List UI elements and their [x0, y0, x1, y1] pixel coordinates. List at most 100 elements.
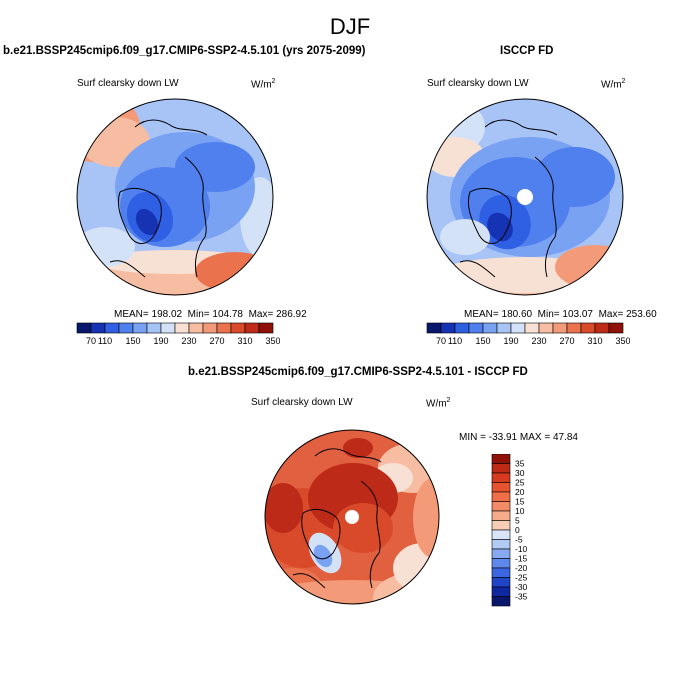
main-title: DJF — [329, 14, 371, 39]
colorbar-tick-label: -25 — [515, 573, 528, 583]
colorbar-tick-label: -20 — [515, 563, 528, 573]
colorbar-tick-label: 230 — [531, 336, 546, 346]
colorbar-box — [104, 322, 120, 334]
colorbar-tick-label: 5 — [515, 516, 520, 526]
panel1-map — [76, 98, 274, 296]
panel2-title: ISCCP FD — [500, 45, 554, 57]
panel3-coastlines — [292, 448, 382, 589]
panel1-map-border — [76, 98, 274, 296]
colorbar-tick-label: -5 — [515, 535, 523, 545]
colorbar-box — [188, 322, 204, 334]
colorbar-box — [132, 322, 148, 334]
colorbar-box — [90, 322, 106, 334]
colorbar-box — [202, 322, 218, 334]
colorbar-tick-label: 190 — [153, 336, 168, 346]
colorbar-box — [491, 463, 511, 474]
colorbar-box — [440, 322, 456, 334]
panel3-missing-pole — [345, 510, 359, 524]
colorbar-tick-label: 110 — [448, 336, 462, 346]
panel1-field — [77, 99, 273, 295]
colorbar-tick-label: 10 — [515, 506, 525, 516]
colorbar-tick-label: -35 — [515, 592, 528, 602]
colorbar-box — [491, 501, 511, 512]
colorbar-box — [146, 322, 162, 334]
colorbar-box — [468, 322, 484, 334]
colorbar-box — [524, 322, 540, 334]
panel3-units: W/m2 — [426, 397, 451, 410]
colorbar-box — [538, 322, 554, 334]
colorbar-tick-label: 310 — [237, 336, 252, 346]
colorbar-box — [258, 322, 274, 334]
colorbar-box — [552, 322, 568, 334]
colorbar-box — [496, 322, 512, 334]
colorbar-box — [491, 482, 511, 493]
colorbar-tick-label: 310 — [587, 336, 602, 346]
colorbar-tick-label: -15 — [515, 554, 528, 564]
colorbar-box — [580, 322, 596, 334]
colorbar-tick-label: 150 — [125, 336, 140, 346]
colorbar-tick-label: 70 — [436, 336, 446, 346]
panel2-variable: Surf clearsky down LW — [427, 78, 529, 89]
colorbar-box — [491, 558, 511, 569]
colorbar-tick-label: 270 — [209, 336, 224, 346]
colorbar-tick-label: 150 — [475, 336, 490, 346]
panel3-map — [264, 429, 440, 605]
colorbar-tick-label: 15 — [515, 497, 525, 507]
panel1-title: b.e21.BSSP245cmip6.f09_g17.CMIP6-SSP2-4.… — [3, 45, 366, 57]
colorbar-box — [491, 539, 511, 550]
panel2-coastlines — [459, 119, 558, 278]
panel1-stats: MEAN= 198.02 Min= 104.78 Max= 286.92 — [114, 309, 307, 320]
panel3-variable: Surf clearsky down LW — [251, 397, 353, 408]
colorbar-box — [118, 322, 134, 334]
colorbar-box — [216, 322, 232, 334]
panel2-missing-pole — [517, 189, 533, 205]
colorbar-tick-label: 25 — [515, 478, 525, 488]
panel1-variable: Surf clearsky down LW — [77, 78, 179, 89]
panel2-map-border — [426, 98, 624, 296]
colorbar-box — [160, 322, 176, 334]
panel1-colorbar: 70 110 150 190 230 270 310 350 — [76, 322, 280, 346]
colorbar-box — [491, 529, 511, 540]
colorbar-box — [454, 322, 470, 334]
colorbar-box — [426, 322, 442, 334]
colorbar-box — [608, 322, 624, 334]
panel2-map — [426, 98, 624, 296]
colorbar-box — [491, 520, 511, 531]
colorbar-box — [491, 596, 511, 607]
colorbar-box — [230, 322, 246, 334]
colorbar-box — [174, 322, 190, 334]
colorbar-box — [491, 548, 511, 559]
colorbar-tick-label: -10 — [515, 544, 528, 554]
colorbar-box — [244, 322, 260, 334]
colorbar-tick-label: 35 — [515, 459, 525, 469]
colorbar-box — [491, 577, 511, 588]
colorbar-tick-label: 0 — [515, 525, 520, 535]
panel2-colorbar: 70 110 150 190 230 270 310 350 — [426, 322, 630, 346]
colorbar-tick-label: -30 — [515, 582, 528, 592]
colorbar-box — [76, 322, 92, 334]
colorbar-box — [482, 322, 498, 334]
colorbar-tick-label: 110 — [98, 336, 112, 346]
colorbar-tick-label: 270 — [559, 336, 574, 346]
colorbar-tick-label: 230 — [181, 336, 196, 346]
colorbar-box — [491, 454, 511, 464]
colorbar-box — [510, 322, 526, 334]
panel3-title: b.e21.BSSP245cmip6.f09_g17.CMIP6-SSP2-4.… — [188, 366, 528, 378]
colorbar-tick-label: 20 — [515, 487, 525, 497]
panel3-map-border — [264, 429, 440, 605]
colorbar-tick-label: 350 — [615, 336, 630, 346]
panel2-stats: MEAN= 180.60 Min= 103.07 Max= 253.60 — [464, 309, 657, 320]
colorbar-tick-label: 190 — [503, 336, 518, 346]
panel2-units: W/m2 — [601, 78, 626, 91]
colorbar-box — [491, 586, 511, 597]
colorbar-box — [566, 322, 582, 334]
colorbar-box — [594, 322, 610, 334]
panel1-coastlines — [109, 119, 208, 278]
colorbar-tick-label: 30 — [515, 468, 525, 478]
colorbar-box — [491, 510, 511, 521]
colorbar-box — [491, 472, 511, 483]
colorbar-tick-label: 70 — [86, 336, 96, 346]
colorbar-box — [491, 491, 511, 502]
panel3-stats: MIN = -33.91 MAX = 47.84 — [459, 432, 578, 443]
panel1-units: W/m2 — [251, 78, 276, 91]
